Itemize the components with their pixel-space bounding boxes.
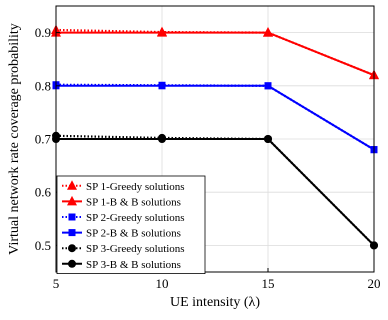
legend-item: SP 3-B & B solutions [62,259,181,271]
data-point [264,135,272,143]
data-point [158,82,166,90]
legend-label: SP 2-B & B solutions [86,228,181,240]
legend-label: SP 3-B & B solutions [86,259,181,271]
legend-label: SP 1-B & B solutions [86,196,181,208]
series-line [55,28,375,77]
legend-marker [68,213,76,221]
legend-marker [67,195,77,206]
series-3 [52,81,378,154]
x-tick-label: 20 [368,276,381,291]
series-6 [52,135,378,250]
y-axis-label: Virtual network rate coverage probabilit… [7,23,22,255]
series-line [56,138,375,247]
y-tick-label: 0.5 [35,238,51,253]
legend-item: SP 1-B & B solutions [62,195,181,208]
y-tick-label: 0.8 [35,78,51,93]
legend-marker [68,229,76,237]
x-tick-label: 10 [156,276,169,291]
y-tick-label: 0.7 [35,132,52,147]
series-line [56,84,375,151]
data-point [263,27,273,37]
axis-ticks: 5 10 15 20 0.5 0.6 0.7 0.8 0.9 [35,25,381,291]
x-tick-label: 5 [53,276,60,291]
x-tick-label: 15 [262,276,275,291]
legend-item: SP 2-Greedy solutions [62,212,185,224]
y-tick-label: 0.9 [35,25,51,40]
legend-marker [68,259,76,268]
y-tick-label: 0.6 [35,185,52,200]
data-point [157,27,167,37]
legend-label: SP 2-Greedy solutions [86,212,185,224]
x-axis-label: UE intensity (λ) [170,295,260,310]
data-point [158,135,166,143]
series-2 [51,27,379,80]
legend-marker [68,244,76,253]
legend-marker [67,180,77,190]
legend-label: SP 3-Greedy solutions [86,243,185,255]
legend-box [56,175,206,274]
legend-label: SP 1-Greedy solutions [86,181,185,193]
legend-item: SP 2-B & B solutions [62,228,181,240]
legend-item: SP 1-Greedy solutions [62,180,185,193]
series-4 [52,82,378,154]
legend: SP 1-Greedy solutions SP 1-B & B solution… [56,175,206,274]
legend-item: SP 3-Greedy solutions [62,243,185,255]
data-point [264,82,272,90]
series-line [56,31,375,77]
